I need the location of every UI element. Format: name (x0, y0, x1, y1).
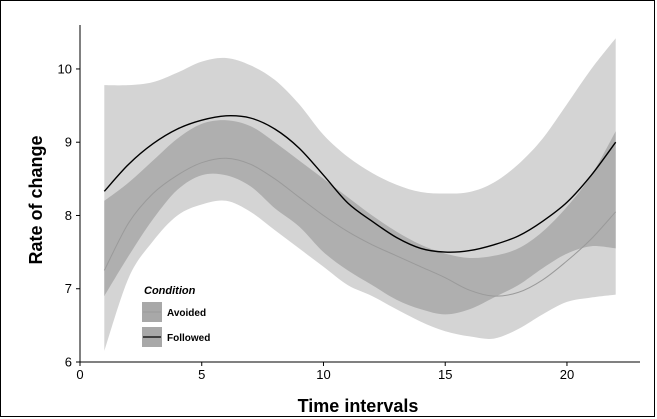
ticks: 0 5 10 15 20 6 7 8 9 10 (58, 61, 575, 382)
x-tick-label: 20 (560, 367, 574, 382)
y-tick-label: 6 (65, 355, 72, 370)
x-tick-label: 0 (76, 367, 83, 382)
y-tick-label: 7 (65, 281, 72, 296)
legend-label-avoided: Avoided (167, 308, 206, 319)
x-tick-label: 15 (438, 367, 452, 382)
legend-label-followed: Followed (167, 333, 210, 344)
x-tick-label: 10 (316, 367, 330, 382)
confidence-band-avoided (104, 120, 616, 315)
confidence-bands (104, 38, 616, 351)
series-line-followed (103, 115, 617, 253)
x-tick-label: 5 (198, 367, 205, 382)
legend: Condition Avoided Followed (142, 285, 210, 347)
series-line-avoided (103, 157, 617, 297)
series-lines (103, 115, 617, 297)
y-tick-label: 8 (65, 208, 72, 223)
legend-title: Condition (144, 285, 196, 297)
y-tick-label: 10 (58, 61, 72, 76)
confidence-band-followed (104, 38, 616, 351)
y-tick-label: 9 (65, 135, 72, 150)
y-axis-title: Rate of change (26, 135, 46, 264)
axes (79, 25, 640, 363)
x-axis-title: Time intervals (298, 396, 419, 416)
